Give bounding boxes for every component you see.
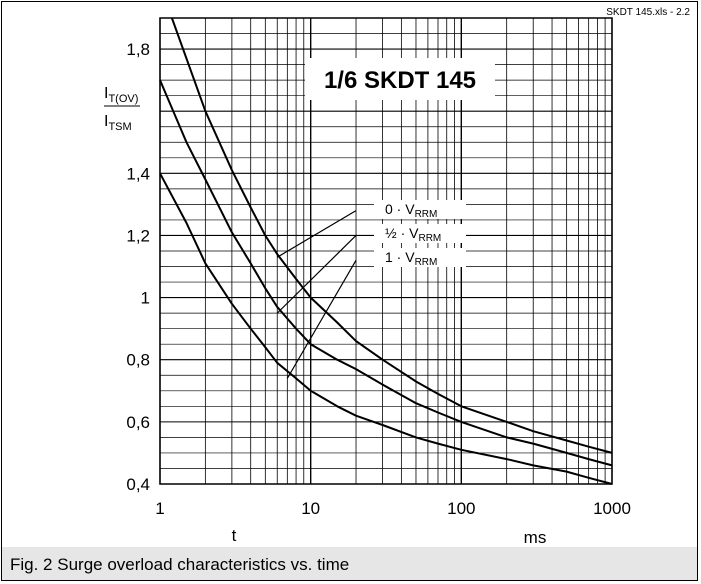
leader-line-0 [276,210,357,258]
series-line-1 [159,79,613,467]
legend-entry-1: ½ · VRRM [374,224,466,244]
y-tick-label: 1,8 [126,40,150,59]
legend-sub: RRM [418,233,441,244]
x-axis-unit: ms [524,528,547,547]
legend-entry-2: 1 · VRRM [374,248,466,268]
y-label-den-sub: TSM [108,121,131,133]
legend-box [374,224,466,243]
legend-label: ½ · VRRM [385,225,441,244]
leader-line-1 [276,235,357,314]
file-reference: SKDT 145.xls - 2.2 [606,7,690,18]
leader-layer [276,210,357,379]
x-tick-label: 1000 [593,499,631,518]
legend-label: 1 · VRRM [385,249,437,268]
x-tick-label: 10 [301,499,320,518]
x-tick-labels: 1 10 100 1000 [155,499,631,518]
y-tick-label: 0,4 [126,475,150,494]
y-tick-label: 0,8 [126,351,150,370]
legend-box [374,200,466,219]
legend-sub: RRM [415,209,438,220]
y-tick-label: 1 [141,289,150,308]
x-tick-label: 1 [155,499,164,518]
figure-caption: Fig. 2 Surge overload characteristics vs… [10,555,350,574]
y-axis-label: IT(OV) ITSM [104,85,140,133]
series-layer [159,17,613,485]
y-label-num-main: I [104,85,108,102]
y-tick-label: 1,4 [126,164,150,183]
title-box [305,58,495,100]
leader-line-2 [286,260,357,379]
legend-sub: RRM [415,257,438,268]
legend-box [374,248,466,267]
chart-title: 1/6 SKDT 145 [324,67,476,94]
legend-label: 0 · VRRM [385,201,437,220]
series-line-2 [159,172,613,485]
legend-prefix: 1 · V [385,249,415,265]
y-tick-label: 1,2 [126,226,150,245]
svg-text:ITSM: ITSM [104,113,132,133]
x-tick-label: 100 [447,499,475,518]
x-axis-label: t [232,526,237,545]
y-label-num-sub: T(OV) [108,93,138,105]
y-label-den-main: I [104,113,108,130]
legend-entry-0: 0 · VRRM [374,200,466,220]
legend-prefix: ½ · V [385,225,419,241]
plot-area [159,17,613,485]
y-tick-labels: 0,4 0,6 0,8 1 1,2 1,4 1,8 [126,40,150,494]
y-tick-label: 0,6 [126,413,150,432]
svg-text:IT(OV): IT(OV) [104,85,138,105]
legend-prefix: 0 · V [385,201,415,217]
caption-bar: Fig. 2 Surge overload characteristics vs… [2,547,697,580]
series-line-0 [170,17,613,454]
